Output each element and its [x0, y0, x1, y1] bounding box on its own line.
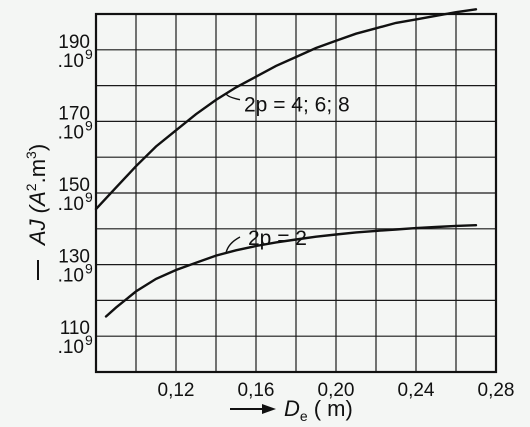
y-tick-label: 150 [58, 175, 90, 196]
series-label-2: 2p = 2 [248, 227, 307, 250]
x-tick-label: 0,28 [478, 380, 515, 401]
x-axis-arrow-head [262, 404, 276, 414]
annotation-leader-1 [225, 93, 241, 101]
series-lines [94, 8, 478, 318]
y-tick-label: 110 [60, 318, 90, 339]
y-tick-multiplier: .10 [58, 51, 84, 72]
x-tick-label: 0,16 [238, 380, 275, 401]
series-line-1 [94, 8, 478, 211]
y-tick-exponent: 9 [85, 117, 93, 133]
y-tick-multiplier: .10 [58, 122, 84, 143]
y-tick-exponent: 9 [85, 261, 93, 277]
y-tick-label: 190 [58, 32, 90, 53]
annotation-leader-2 [225, 236, 241, 254]
y-tick-label: 130 [58, 247, 90, 268]
y-tick-exponent: 9 [85, 46, 93, 62]
x-tick-label: 0,12 [158, 380, 195, 401]
y-tick-multiplier: .10 [58, 337, 84, 358]
y-axis-title: AJ (A2.m3) [23, 144, 50, 247]
y-tick-exponent: 9 [85, 189, 93, 205]
y-tick-exponent: 9 [85, 332, 93, 348]
series-line-2 [104, 224, 478, 318]
series-annotations: 2p = 4; 6; 8 2p = 2 [225, 93, 350, 254]
x-tick-label: 0,24 [398, 380, 435, 401]
y-tick-multiplier: .10 [58, 266, 84, 287]
x-axis-title: De( m) [284, 396, 353, 424]
plot-frame [94, 12, 498, 374]
grid-lines [96, 14, 496, 372]
y-tick-label: 170 [58, 103, 90, 124]
x-axis-title-group: De( m) [230, 396, 353, 424]
series-label-1: 2p = 4; 6; 8 [244, 94, 350, 117]
y-axis-title-group: AJ (A2.m3) [23, 144, 50, 280]
x-tick-labels: 0,12 0,16 0,20 0,24 0,28 [158, 380, 515, 401]
y-tick-multiplier: .10 [58, 194, 84, 215]
x-tick-label: 0,20 [318, 380, 355, 401]
